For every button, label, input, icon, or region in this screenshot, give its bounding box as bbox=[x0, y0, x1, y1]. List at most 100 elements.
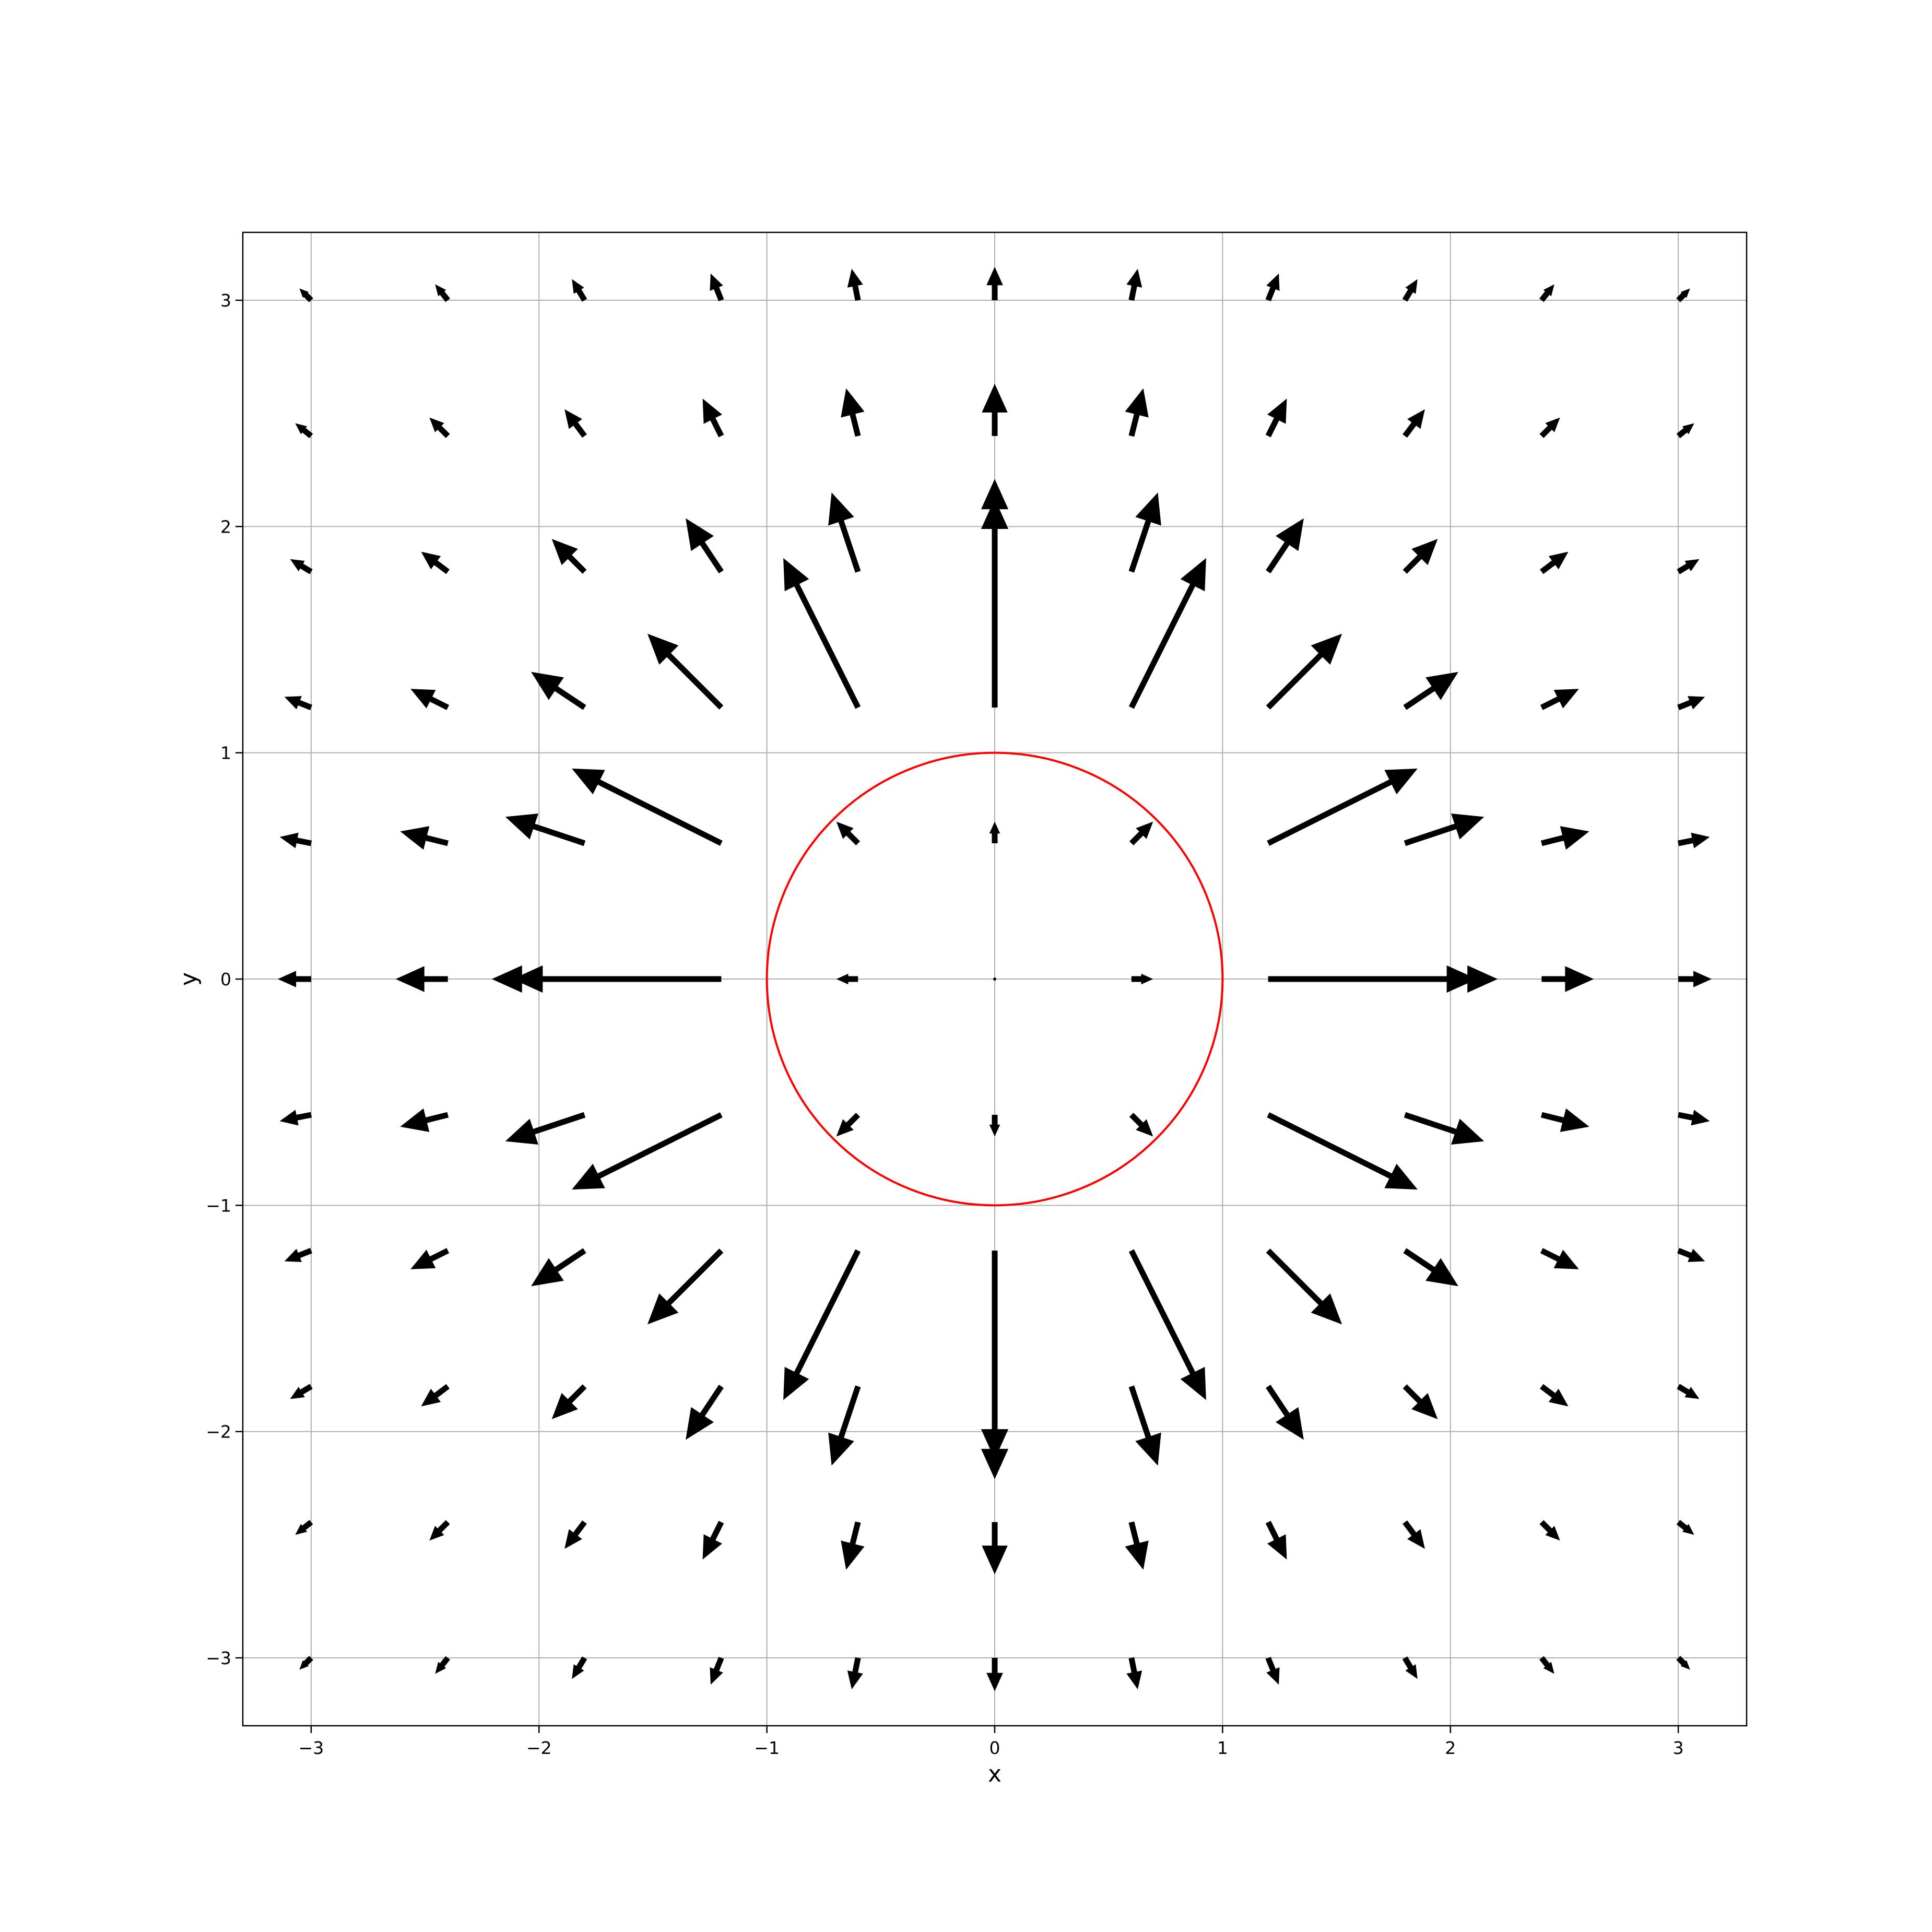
quiver-arrow bbox=[572, 768, 723, 846]
quiver-arrow bbox=[429, 1520, 450, 1541]
quiver-arrow bbox=[710, 1657, 724, 1685]
quiver-arrow bbox=[783, 558, 861, 709]
quiver-arrow bbox=[572, 1656, 587, 1679]
quiver-arrow bbox=[1403, 672, 1458, 710]
quiver-arrow bbox=[986, 1658, 1003, 1691]
quiver-arrow bbox=[284, 1247, 312, 1262]
quiver-arrow bbox=[1403, 1384, 1438, 1419]
quiver-arrow bbox=[551, 1384, 587, 1419]
vector-arrows bbox=[277, 267, 1712, 1691]
quiver-arrow bbox=[989, 821, 1000, 843]
quiver-arrow bbox=[1126, 1657, 1142, 1690]
quiver-arrow bbox=[1540, 551, 1569, 574]
y-tick-label: −3 bbox=[206, 1648, 231, 1668]
x-tick-label: −2 bbox=[526, 1738, 552, 1758]
quiver-arrow bbox=[989, 1115, 1000, 1137]
quiver-arrow bbox=[1539, 417, 1560, 438]
quiver-arrow bbox=[847, 268, 863, 301]
quiver-arrow bbox=[841, 1521, 865, 1570]
quiver-arrow bbox=[1677, 559, 1700, 574]
axis-ticks: −3 −2 −1 0 1 2 3 −3 −2 −1 0 1 2 3 bbox=[206, 290, 1683, 1758]
quiver-arrow bbox=[284, 696, 312, 711]
quiver-arrow bbox=[1125, 1521, 1149, 1570]
quiver-arrow bbox=[1677, 1384, 1700, 1399]
quiver-arrow bbox=[1402, 1656, 1418, 1679]
quiver-arrow bbox=[1403, 1248, 1458, 1287]
quiver-arrow bbox=[299, 1656, 313, 1670]
quiver-arrow bbox=[686, 1384, 724, 1440]
quiver-arrow bbox=[1403, 409, 1425, 438]
quiver-arrow bbox=[295, 1519, 313, 1535]
quiver-arrow bbox=[710, 273, 724, 301]
quiver-arrow bbox=[1540, 1384, 1569, 1407]
quiver-arrow bbox=[279, 1110, 312, 1126]
quiver-arrow bbox=[1131, 973, 1153, 985]
quiver-arrow bbox=[1128, 558, 1206, 709]
quiver-arrow bbox=[395, 966, 448, 992]
quiver-arrow bbox=[841, 388, 865, 437]
quiver-arrow bbox=[290, 1384, 313, 1399]
quiver-arrow bbox=[1402, 279, 1418, 302]
quiver-arrow bbox=[572, 279, 587, 302]
quiver-arrow bbox=[1128, 1249, 1206, 1400]
quiver-arrow bbox=[551, 539, 587, 574]
quiver-arrow bbox=[410, 689, 450, 710]
quiver-arrow bbox=[836, 973, 858, 985]
quiver-arrow bbox=[686, 518, 724, 574]
quiver-arrow bbox=[435, 1656, 450, 1674]
unit-circle-layer bbox=[765, 751, 1224, 1207]
quiver-arrow bbox=[647, 1248, 724, 1325]
quiver-arrow bbox=[1128, 1385, 1161, 1466]
y-tick-label: −1 bbox=[206, 1195, 231, 1216]
quiver-arrow bbox=[410, 1248, 450, 1269]
quiver-arrow bbox=[531, 1248, 586, 1287]
y-tick-label: 0 bbox=[220, 969, 231, 989]
quiver-arrow bbox=[1539, 1520, 1560, 1541]
y-tick-label: 1 bbox=[220, 743, 231, 763]
quiver-arrow bbox=[1678, 971, 1712, 987]
quiver-arrow bbox=[1540, 1108, 1589, 1132]
quiver-arrow bbox=[702, 398, 724, 438]
quiver-arrow bbox=[1677, 696, 1705, 711]
quiver-arrow bbox=[1540, 826, 1589, 850]
quiver-arrow bbox=[1541, 966, 1594, 992]
quiver-arrow bbox=[1676, 423, 1694, 439]
quiver-arrow bbox=[1125, 388, 1149, 437]
quiver-arrow bbox=[400, 1108, 449, 1132]
quiver-arrow bbox=[1129, 821, 1153, 845]
quiver-arrow bbox=[1678, 832, 1710, 849]
unit-circle bbox=[765, 751, 1224, 1207]
quiver-arrow bbox=[1676, 288, 1690, 302]
quiver-arrow bbox=[299, 288, 313, 302]
quiver-arrow bbox=[836, 821, 861, 845]
quiver-arrow bbox=[512, 965, 722, 993]
quiver-arrow bbox=[828, 1385, 861, 1466]
quiver-arrow bbox=[564, 409, 587, 438]
quiver-arrow bbox=[1403, 1520, 1425, 1549]
quiver-arrow bbox=[1266, 1384, 1304, 1440]
quiver-arrow bbox=[847, 1657, 863, 1690]
y-axis-label: y bbox=[175, 972, 202, 986]
quiver-arrow bbox=[1266, 633, 1342, 710]
quiver-arrow bbox=[702, 1521, 724, 1560]
quiver-arrow bbox=[1403, 539, 1438, 574]
quiver-arrow bbox=[647, 633, 724, 710]
quiver-arrow bbox=[1677, 1247, 1705, 1262]
y-tick-label: 2 bbox=[220, 516, 231, 537]
quiver-arrow bbox=[1265, 398, 1287, 438]
quiver-arrow bbox=[505, 814, 586, 846]
quiver-arrow bbox=[836, 1113, 861, 1137]
quiver-arrow bbox=[279, 832, 312, 849]
quiver-arrow bbox=[982, 384, 1008, 436]
quiver-arrow bbox=[1540, 1248, 1579, 1269]
quiver-arrow bbox=[572, 1112, 723, 1190]
quiver-arrow bbox=[1539, 284, 1554, 302]
quiver-arrow bbox=[429, 417, 450, 438]
quiver-arrow bbox=[993, 977, 996, 981]
x-tick-label: 2 bbox=[1445, 1738, 1456, 1758]
quiver-arrow bbox=[828, 492, 861, 573]
quiver-arrow bbox=[1126, 268, 1142, 301]
quiver-arrow bbox=[981, 479, 1009, 572]
